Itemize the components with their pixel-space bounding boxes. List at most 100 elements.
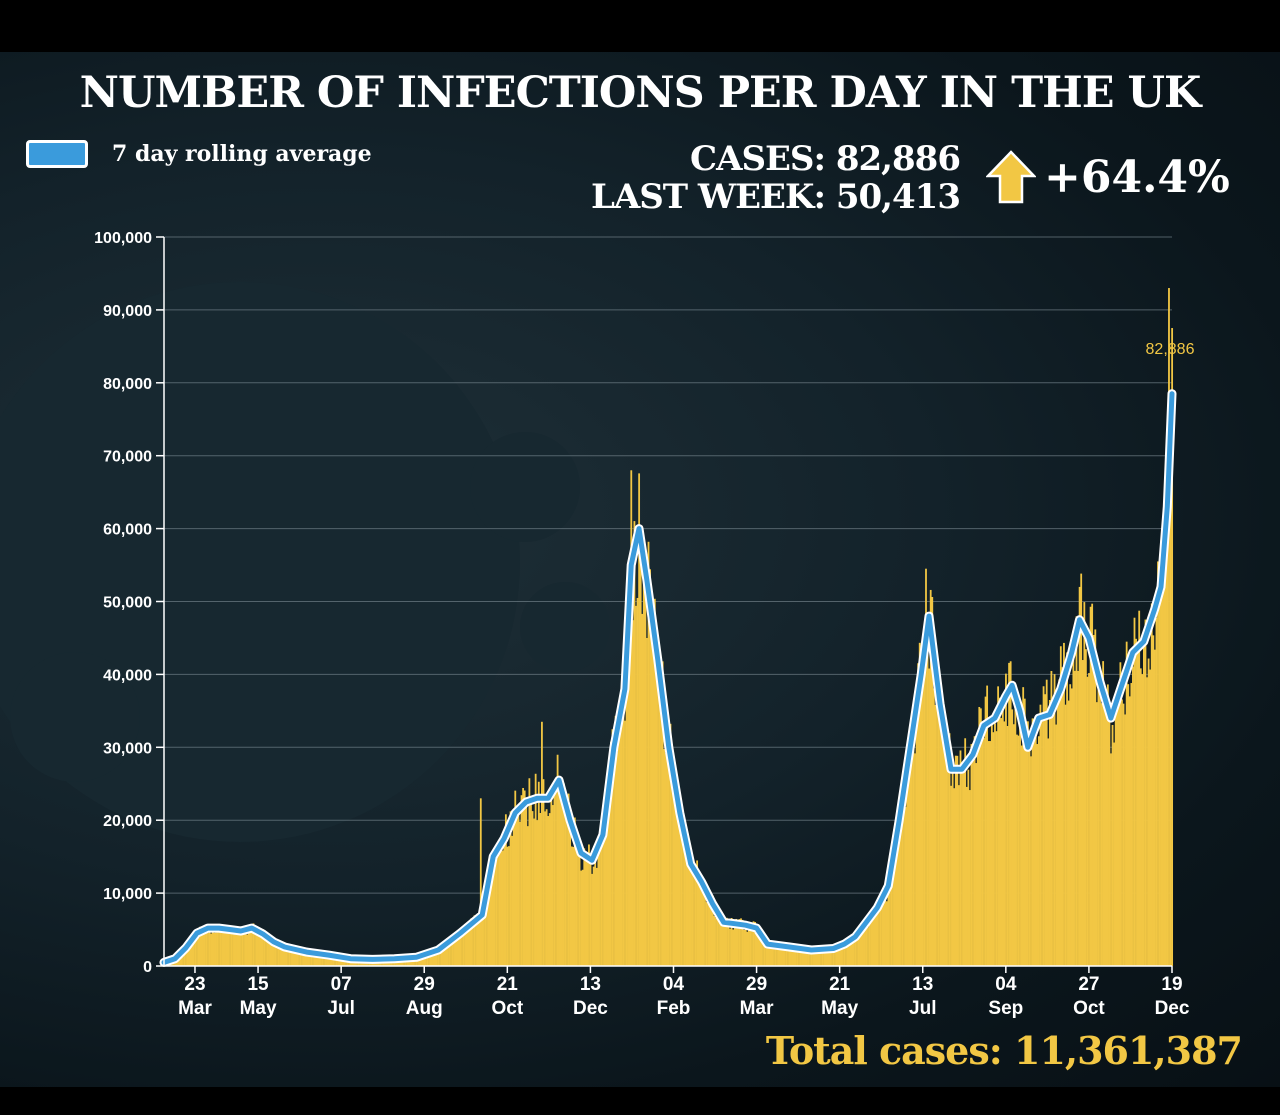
daily-bar	[501, 850, 504, 966]
daily-bar	[700, 878, 703, 966]
weekly-change-value: +64.4%	[1044, 151, 1230, 203]
daily-bar	[497, 843, 499, 966]
daily-bar	[641, 613, 644, 966]
daily-bar	[747, 927, 750, 966]
daily-bar	[995, 731, 998, 966]
daily-bar	[666, 721, 669, 966]
daily-bar	[261, 929, 264, 966]
daily-bar	[779, 943, 782, 966]
daily-bar	[446, 943, 449, 966]
daily-bar	[799, 950, 802, 966]
cases-last-week: LAST WEEK: 50,413	[590, 177, 961, 217]
daily-bar	[506, 846, 509, 966]
daily-bar	[600, 827, 603, 966]
daily-bar	[630, 470, 633, 966]
daily-bar	[1171, 328, 1174, 966]
daily-bar	[696, 860, 699, 966]
daily-bar	[1110, 753, 1112, 966]
daily-bar	[271, 939, 274, 966]
daily-bar	[755, 926, 758, 966]
daily-bar	[1050, 670, 1053, 966]
daily-bar	[616, 752, 619, 966]
daily-bar	[238, 935, 241, 966]
daily-bar	[338, 957, 341, 966]
daily-bar	[920, 682, 923, 966]
daily-bar	[970, 744, 973, 966]
y-tick-label: 80,000	[103, 376, 152, 393]
daily-bar	[769, 946, 772, 966]
daily-bar	[921, 677, 924, 966]
daily-bar	[431, 952, 434, 966]
daily-bar	[812, 949, 815, 966]
daily-bar	[599, 840, 601, 966]
daily-bar	[947, 752, 949, 966]
daily-bar	[804, 947, 807, 966]
daily-bar	[453, 940, 456, 966]
x-tick-month: Jul	[909, 998, 936, 1019]
daily-bar	[907, 750, 910, 966]
daily-bar	[934, 704, 937, 966]
daily-bar	[274, 941, 277, 966]
daily-bar	[1066, 652, 1068, 966]
daily-bar	[1124, 714, 1126, 966]
daily-bar	[570, 846, 573, 966]
y-tick-label: 60,000	[103, 522, 152, 539]
daily-bar	[889, 873, 891, 966]
daily-bar	[244, 925, 247, 966]
daily-bar	[631, 620, 634, 966]
daily-bar	[251, 929, 253, 966]
daily-bar	[257, 934, 260, 966]
daily-bar	[1160, 540, 1163, 966]
daily-bar	[685, 850, 688, 966]
daily-bar	[918, 642, 921, 966]
daily-bar	[564, 793, 567, 966]
daily-bar	[961, 761, 963, 966]
daily-bar	[711, 895, 714, 966]
daily-bar	[835, 949, 838, 966]
daily-bar	[225, 931, 228, 966]
daily-bar	[478, 918, 481, 966]
daily-bar	[624, 720, 626, 966]
daily-bar	[277, 943, 280, 966]
daily-bar	[316, 953, 319, 966]
daily-bar	[609, 741, 612, 966]
daily-bar	[644, 561, 647, 966]
daily-bar	[580, 870, 583, 966]
daily-bar	[820, 951, 822, 966]
daily-bar	[236, 933, 239, 966]
daily-bar	[857, 937, 860, 966]
daily-bar	[603, 837, 606, 966]
daily-bar	[461, 936, 463, 966]
daily-bar	[956, 755, 959, 966]
daily-bar	[810, 949, 813, 966]
daily-bar	[613, 770, 615, 966]
x-tick-month: Sep	[988, 998, 1023, 1019]
daily-bar	[547, 816, 550, 966]
daily-bar	[906, 761, 909, 966]
daily-bar	[197, 937, 200, 966]
daily-bar	[472, 922, 474, 966]
daily-bar	[1056, 691, 1059, 966]
daily-bar	[1067, 700, 1070, 966]
daily-bar	[649, 569, 651, 966]
daily-bar	[658, 682, 661, 966]
daily-bar	[865, 926, 868, 966]
daily-bar	[959, 750, 962, 966]
daily-bar	[326, 953, 329, 966]
legend-label: 7 day rolling average	[112, 141, 372, 167]
daily-bar	[981, 728, 984, 966]
daily-bar	[664, 752, 667, 966]
daily-bar	[247, 927, 250, 966]
daily-bar	[556, 754, 559, 966]
daily-bar	[879, 899, 882, 966]
daily-bar	[186, 948, 189, 966]
daily-bar	[202, 926, 205, 966]
daily-bar	[1091, 603, 1094, 966]
daily-bar	[1099, 682, 1101, 966]
daily-bar	[597, 836, 600, 966]
daily-bar	[558, 779, 561, 966]
daily-bar	[205, 932, 208, 966]
daily-bar	[1014, 695, 1017, 966]
daily-bar	[718, 919, 720, 966]
daily-bar	[470, 918, 473, 966]
